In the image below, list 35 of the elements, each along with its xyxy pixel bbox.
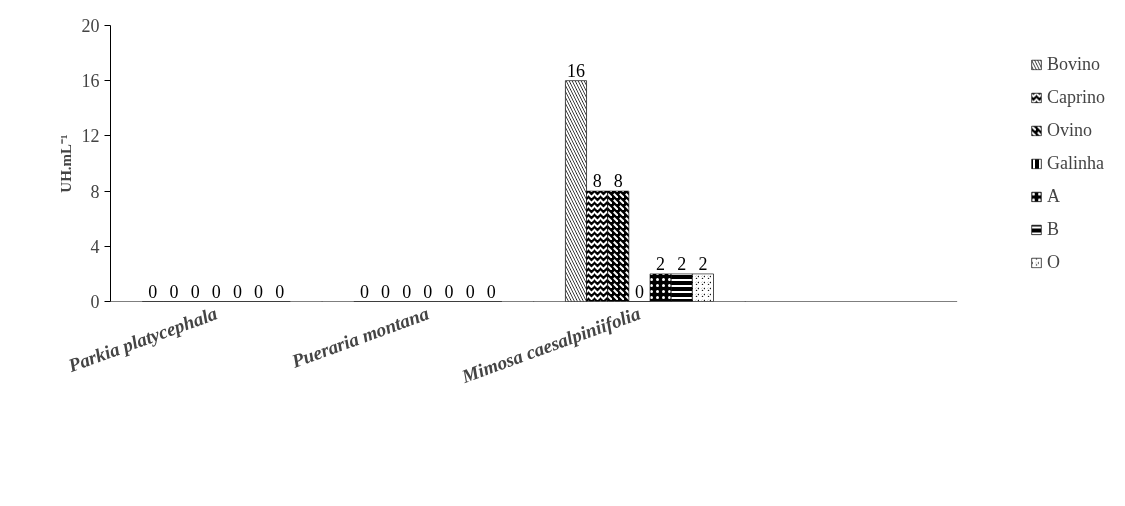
data-label: 0 [169,281,179,302]
legend-label: Ovino [1047,119,1092,141]
data-label: 0 [148,281,158,302]
data-label: 0 [275,281,285,302]
legend-label: Galinha [1047,152,1104,174]
data-label: 2 [656,253,666,274]
legend-label: Caprino [1047,86,1105,108]
data-label: 8 [592,171,602,192]
legend-label: A [1047,185,1061,207]
data-label: 16 [566,60,585,81]
data-label: 0 [423,281,433,302]
y-tick-label: 4 [90,236,100,257]
legend-label: Bovino [1047,53,1101,75]
y-tick-label: 20 [81,16,100,36]
data-label: 0 [444,281,454,302]
data-label: 0 [402,281,412,302]
data-label: 0 [254,281,264,302]
data-label: 0 [381,281,391,302]
data-label: 0 [232,281,242,302]
y-tick-label: 8 [90,181,100,202]
y-tick-label: 0 [90,292,100,312]
data-label: 8 [613,171,623,192]
data-label: 0 [190,281,200,302]
data-label: 0 [634,281,644,302]
legend-label: O [1047,251,1061,273]
data-label: 2 [677,253,687,274]
data-label: 0 [359,281,369,302]
y-axis-title: UH.mL⁻¹ [57,134,74,193]
data-label: 2 [698,253,708,274]
data-label: 0 [486,281,496,302]
data-label: 0 [211,281,221,302]
y-tick-label: 16 [81,71,100,92]
y-tick-label: 12 [81,126,100,147]
legend-label: B [1047,218,1060,240]
data-label: 0 [465,281,475,302]
